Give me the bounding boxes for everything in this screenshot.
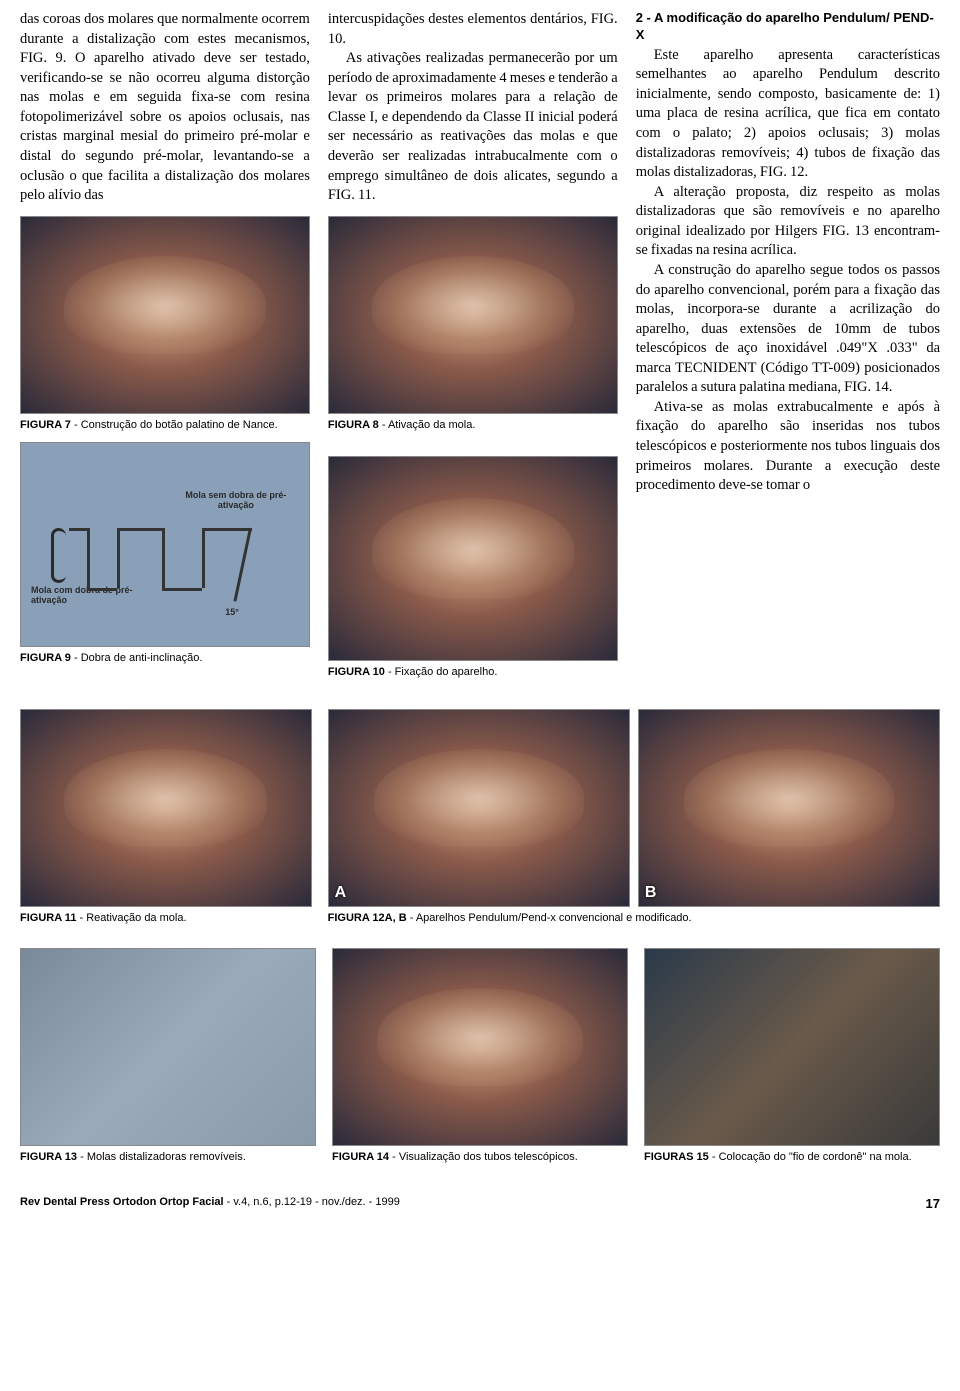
figure-8-label: FIGURA 8 bbox=[328, 419, 379, 431]
figure-14-caption-text: - Visualização dos tubos te­lescópicos. bbox=[389, 1151, 578, 1163]
figure-8-block: FIGURA 8 - Ativação da mola. bbox=[328, 216, 618, 432]
figure-9-caption-text: - Dobra de anti-inclinação. bbox=[71, 652, 202, 664]
figure-12-block: A B FIGURA 12A, B - Aparelhos Pendulum/P… bbox=[328, 709, 940, 935]
section-heading: 2 - A modificação do aparelho Pendulum/ … bbox=[636, 10, 940, 44]
figure-13-image bbox=[20, 948, 316, 1146]
footer-issue-info: - v.4, n.6, p.12-19 - nov./dez. - 1999 bbox=[224, 1196, 400, 1208]
col3-paragraph-2: A alteração proposta, diz respeito as mo… bbox=[636, 183, 940, 261]
three-column-layout: das coroas dos molares que normal­mente … bbox=[20, 10, 940, 689]
figure-15-label: FIGURAS 15 bbox=[644, 1151, 709, 1163]
figure-13-block: FIGURA 13 - Molas distalizadoras remo­ví… bbox=[20, 948, 316, 1174]
figure-9-block: Mola sem dobra de pré-ativação Mola com … bbox=[20, 442, 310, 665]
col1-paragraph-1: das coroas dos molares que normal­mente … bbox=[20, 10, 310, 206]
figure-9-caption: FIGURA 9 - Dobra de anti-inclinação. bbox=[20, 651, 310, 665]
col3-paragraph-4: Ativa-se as molas extrabucalmen­te e apó… bbox=[636, 398, 940, 496]
figure-14-image bbox=[332, 948, 628, 1146]
figure-14-label: FIGURA 14 bbox=[332, 1151, 389, 1163]
figure-14-caption: FIGURA 14 - Visualização dos tubos te­le… bbox=[332, 1150, 628, 1164]
figure-11-label: FIGURA 11 bbox=[20, 912, 76, 924]
figure-11-block: FIGURA 11 - Reativação da mola. bbox=[20, 709, 312, 935]
diagram-label-top: Mola sem dobra de pré-ativação bbox=[181, 491, 291, 511]
figure-10-label: FIGURA 10 bbox=[328, 666, 385, 678]
figure-12a-image: A bbox=[328, 709, 630, 907]
figure-7-block: FIGURA 7 - Construção do botão palati­no… bbox=[20, 216, 310, 432]
figure-7-label: FIGURA 7 bbox=[20, 419, 71, 431]
col3-paragraph-3: A construção do aparelho segue todos os … bbox=[636, 261, 940, 398]
figure-15-caption-text: - Colocação do "fio de cordonê" na mola. bbox=[709, 1151, 912, 1163]
column-1: das coroas dos molares que normal­mente … bbox=[20, 10, 310, 689]
figure-12a-corner-label: A bbox=[335, 884, 347, 902]
figure-13-caption: FIGURA 13 - Molas distalizadoras remo­ví… bbox=[20, 1150, 316, 1164]
figure-13-label: FIGURA 13 bbox=[20, 1151, 77, 1163]
figure-15-image bbox=[644, 948, 940, 1146]
figure-row-13-14-15: FIGURA 13 - Molas distalizadoras remo­ví… bbox=[20, 948, 940, 1174]
diagram-angle: 15° bbox=[225, 608, 239, 618]
footer-page-number: 17 bbox=[926, 1196, 940, 1211]
figure-10-caption: FIGURA 10 - Fixação do aparelho. bbox=[328, 665, 618, 679]
footer-journal-info: Rev Dental Press Ortodon Ortop Facial - … bbox=[20, 1196, 400, 1211]
diagram-label-bottom: Mola com dobra de pré-ativação bbox=[31, 586, 141, 606]
figure-9-label: FIGURA 9 bbox=[20, 652, 71, 664]
col2-paragraph-1: intercuspidações destes elementos den­tá… bbox=[328, 10, 618, 49]
column-3: 2 - A modificação do aparelho Pendulum/ … bbox=[636, 10, 940, 689]
figure-15-block: FIGURAS 15 - Colocação do "fio de cordon… bbox=[644, 948, 940, 1174]
col3-paragraph-1: Este aparelho apresenta caracterís­ticas… bbox=[636, 46, 940, 183]
figure-11-caption: FIGURA 11 - Reativação da mola. bbox=[20, 911, 312, 925]
figure-12b-corner-label: B bbox=[645, 884, 657, 902]
footer-journal-name: Rev Dental Press Ortodon Ortop Facial bbox=[20, 1196, 224, 1208]
column-2: intercuspidações destes elementos den­tá… bbox=[328, 10, 618, 689]
figure-13-caption-text: - Molas distalizadoras remo­víveis. bbox=[77, 1151, 246, 1163]
page-footer: Rev Dental Press Ortodon Ortop Facial - … bbox=[20, 1192, 940, 1211]
figure-12-caption-text: - Aparelhos Pendulum/Pend-x convencional… bbox=[407, 912, 692, 924]
figure-row-11-12: FIGURA 11 - Reativação da mola. A B FIGU… bbox=[20, 709, 940, 935]
figure-8-caption-text: - Ativação da mola. bbox=[379, 419, 476, 431]
figure-7-caption-text: - Construção do botão palati­no de Nance… bbox=[71, 419, 278, 431]
figure-10-caption-text: - Fixação do aparelho. bbox=[385, 666, 498, 678]
figure-9-image: Mola sem dobra de pré-ativação Mola com … bbox=[20, 442, 310, 647]
figure-15-caption: FIGURAS 15 - Colocação do "fio de cordon… bbox=[644, 1150, 940, 1164]
col2-paragraph-2: As ativações realizadas permane­cerão po… bbox=[328, 49, 618, 206]
figure-14-block: FIGURA 14 - Visualização dos tubos te­le… bbox=[332, 948, 628, 1174]
figure-12-label: FIGURA 12A, B bbox=[328, 912, 407, 924]
figure-10-image bbox=[328, 456, 618, 661]
figure-10-block: FIGURA 10 - Fixação do aparelho. bbox=[328, 456, 618, 679]
figure-12b-image: B bbox=[638, 709, 940, 907]
figure-7-caption: FIGURA 7 - Construção do botão palati­no… bbox=[20, 418, 310, 432]
figure-11-image bbox=[20, 709, 312, 907]
figure-8-image bbox=[328, 216, 618, 414]
figure-7-image bbox=[20, 216, 310, 414]
figure-8-caption: FIGURA 8 - Ativação da mola. bbox=[328, 418, 618, 432]
figure-11-caption-text: - Reativação da mola. bbox=[76, 912, 186, 924]
figure-12-caption: FIGURA 12A, B - Aparelhos Pendulum/Pend-… bbox=[328, 911, 940, 925]
